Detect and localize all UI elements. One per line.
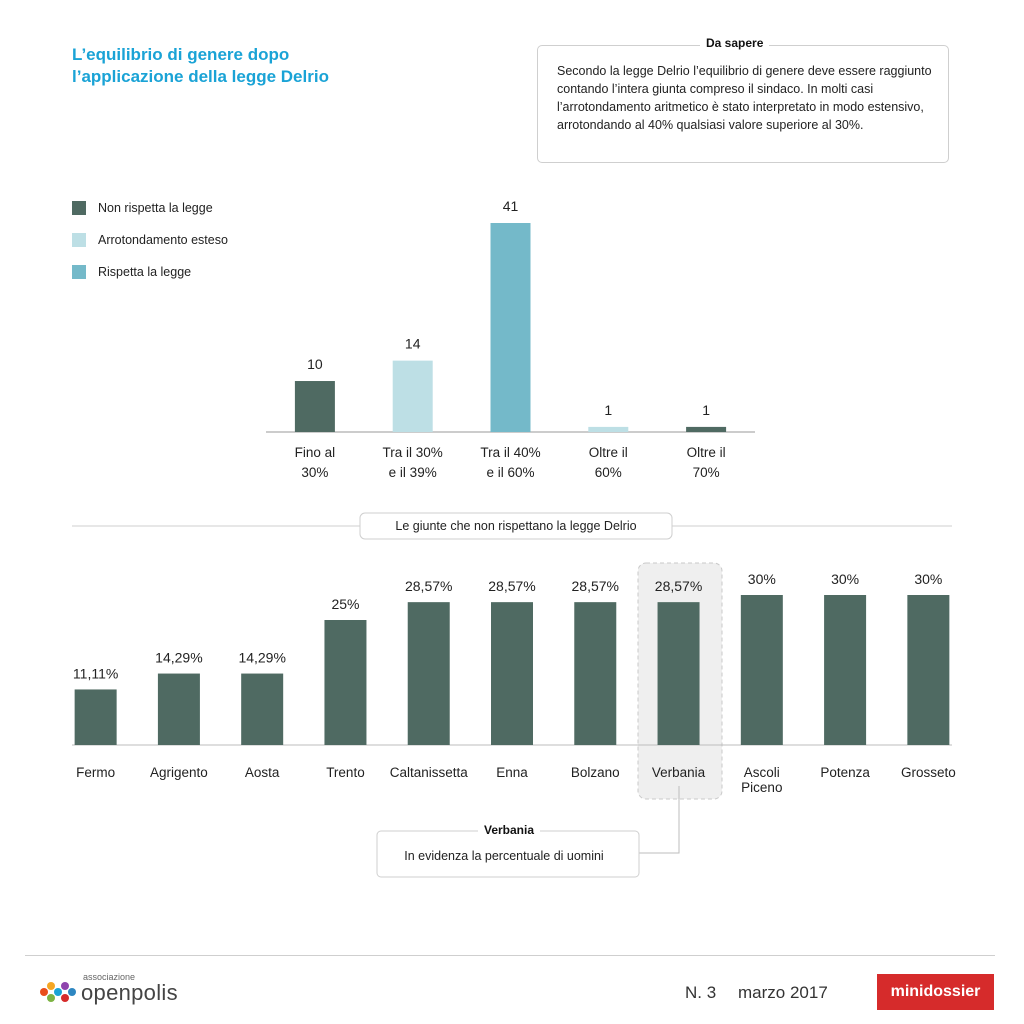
issue-number: N. 3 [685, 983, 717, 1002]
data-label: 28,57% [572, 578, 619, 594]
x-tick-label: 30% [301, 465, 328, 480]
legend-swatch [72, 265, 86, 279]
x-tick-label: Enna [496, 765, 528, 780]
bar [588, 426, 629, 432]
x-tick-label: Verbania [652, 765, 706, 780]
x-tick-label: Caltanissetta [390, 765, 469, 780]
divider-label-box [359, 512, 673, 540]
data-label: 25% [331, 596, 359, 612]
openpolis-logo: associazione openpolis [38, 972, 198, 1008]
data-label: 30% [914, 571, 942, 587]
chart-title: L’equilibrio di genere dopo l’applicazio… [72, 44, 402, 88]
bar [392, 360, 433, 432]
legend-item-rispetta: Rispetta la legge [72, 264, 292, 280]
legend-item-non-rispetta: Non rispetta la legge [72, 200, 292, 216]
bar [407, 602, 450, 745]
issue-date: marzo 2017 [738, 983, 828, 1002]
bar [157, 673, 200, 745]
legend-item-arrotondamento: Arrotondamento esteso [72, 232, 292, 248]
x-tick-label: Piceno [741, 780, 782, 795]
x-tick-label: Bolzano [571, 765, 620, 780]
data-label: 11,11% [73, 665, 118, 681]
data-label: 14,29% [155, 650, 202, 666]
data-label: 1 [604, 402, 612, 418]
x-tick-label: Trento [326, 765, 365, 780]
data-label: 30% [748, 571, 776, 587]
x-tick-label: Potenza [820, 765, 870, 780]
bar [574, 602, 617, 745]
info-text: Secondo la legge Delrio l’equilibrio di … [557, 64, 932, 132]
data-label: 28,57% [488, 578, 535, 594]
chart-distribution: 10 Fino al 30% 14 Tra il 30% e il 39% 41 Tra il… [266, 198, 755, 480]
x-tick-label: e il 39% [389, 465, 437, 480]
x-tick-label: Oltre il [589, 445, 628, 460]
bar [74, 689, 117, 745]
x-tick-label: 70% [693, 465, 720, 480]
data-label: 1 [702, 402, 710, 418]
x-tick-label: Fermo [76, 765, 115, 780]
chart-giunte: 11,11% Fermo 14,29% Agrigento 14,29% Aosta 25%… [72, 571, 956, 795]
minidossier-badge: minidossier [877, 974, 994, 1010]
bar [740, 595, 783, 745]
callout-heading: Verbania [484, 823, 534, 837]
logo-small-text: associazione [83, 972, 136, 982]
data-label: 30% [831, 571, 859, 587]
info-heading: Da sapere [700, 36, 770, 50]
bar [490, 223, 531, 432]
bar [824, 595, 867, 745]
bar [686, 426, 727, 432]
x-tick-label: e il 60% [486, 465, 534, 480]
callout-text: In evidenza la percentuale di uomini [404, 849, 603, 863]
chart-title-line2: l’applicazione della legge Delrio [72, 67, 329, 86]
callout-connector [626, 786, 680, 854]
callout-heading-bg [478, 821, 540, 837]
x-tick-label: Grosseto [901, 765, 956, 780]
divider-label: Le giunte che non rispettano la legge De… [395, 519, 636, 533]
bar [657, 602, 700, 745]
x-tick-label: Oltre il [687, 445, 726, 460]
legend-swatch [72, 233, 86, 247]
footer-divider [25, 955, 995, 956]
bar [324, 620, 367, 745]
bar [294, 381, 335, 432]
openpolis-logo-icon [40, 982, 76, 1002]
legend-label: Non rispetta la legge [98, 201, 213, 215]
legend-swatch [72, 201, 86, 215]
x-tick-label: Aosta [245, 765, 280, 780]
x-tick-label: Tra il 40% [480, 445, 540, 460]
data-label: 14 [405, 336, 421, 352]
x-tick-label: Ascoli [744, 765, 780, 780]
data-label: 14,29% [238, 650, 285, 666]
data-label: 10 [307, 356, 323, 372]
data-label: 28,57% [655, 578, 702, 594]
x-tick-label: 60% [595, 465, 622, 480]
legend-label: Rispetta la legge [98, 265, 192, 279]
x-tick-label: Fino al [295, 445, 336, 460]
bar [907, 595, 950, 745]
x-tick-label: Agrigento [150, 765, 208, 780]
x-tick-label: Tra il 30% [383, 445, 443, 460]
legend-label: Arrotondamento esteso [98, 233, 228, 247]
data-label: 28,57% [405, 578, 452, 594]
bar [241, 673, 284, 745]
data-label: 41 [503, 198, 519, 214]
bar [491, 602, 533, 745]
logo-main-text: openpolis [81, 980, 178, 1005]
chart-title-line1: L’equilibrio di genere dopo [72, 45, 290, 64]
